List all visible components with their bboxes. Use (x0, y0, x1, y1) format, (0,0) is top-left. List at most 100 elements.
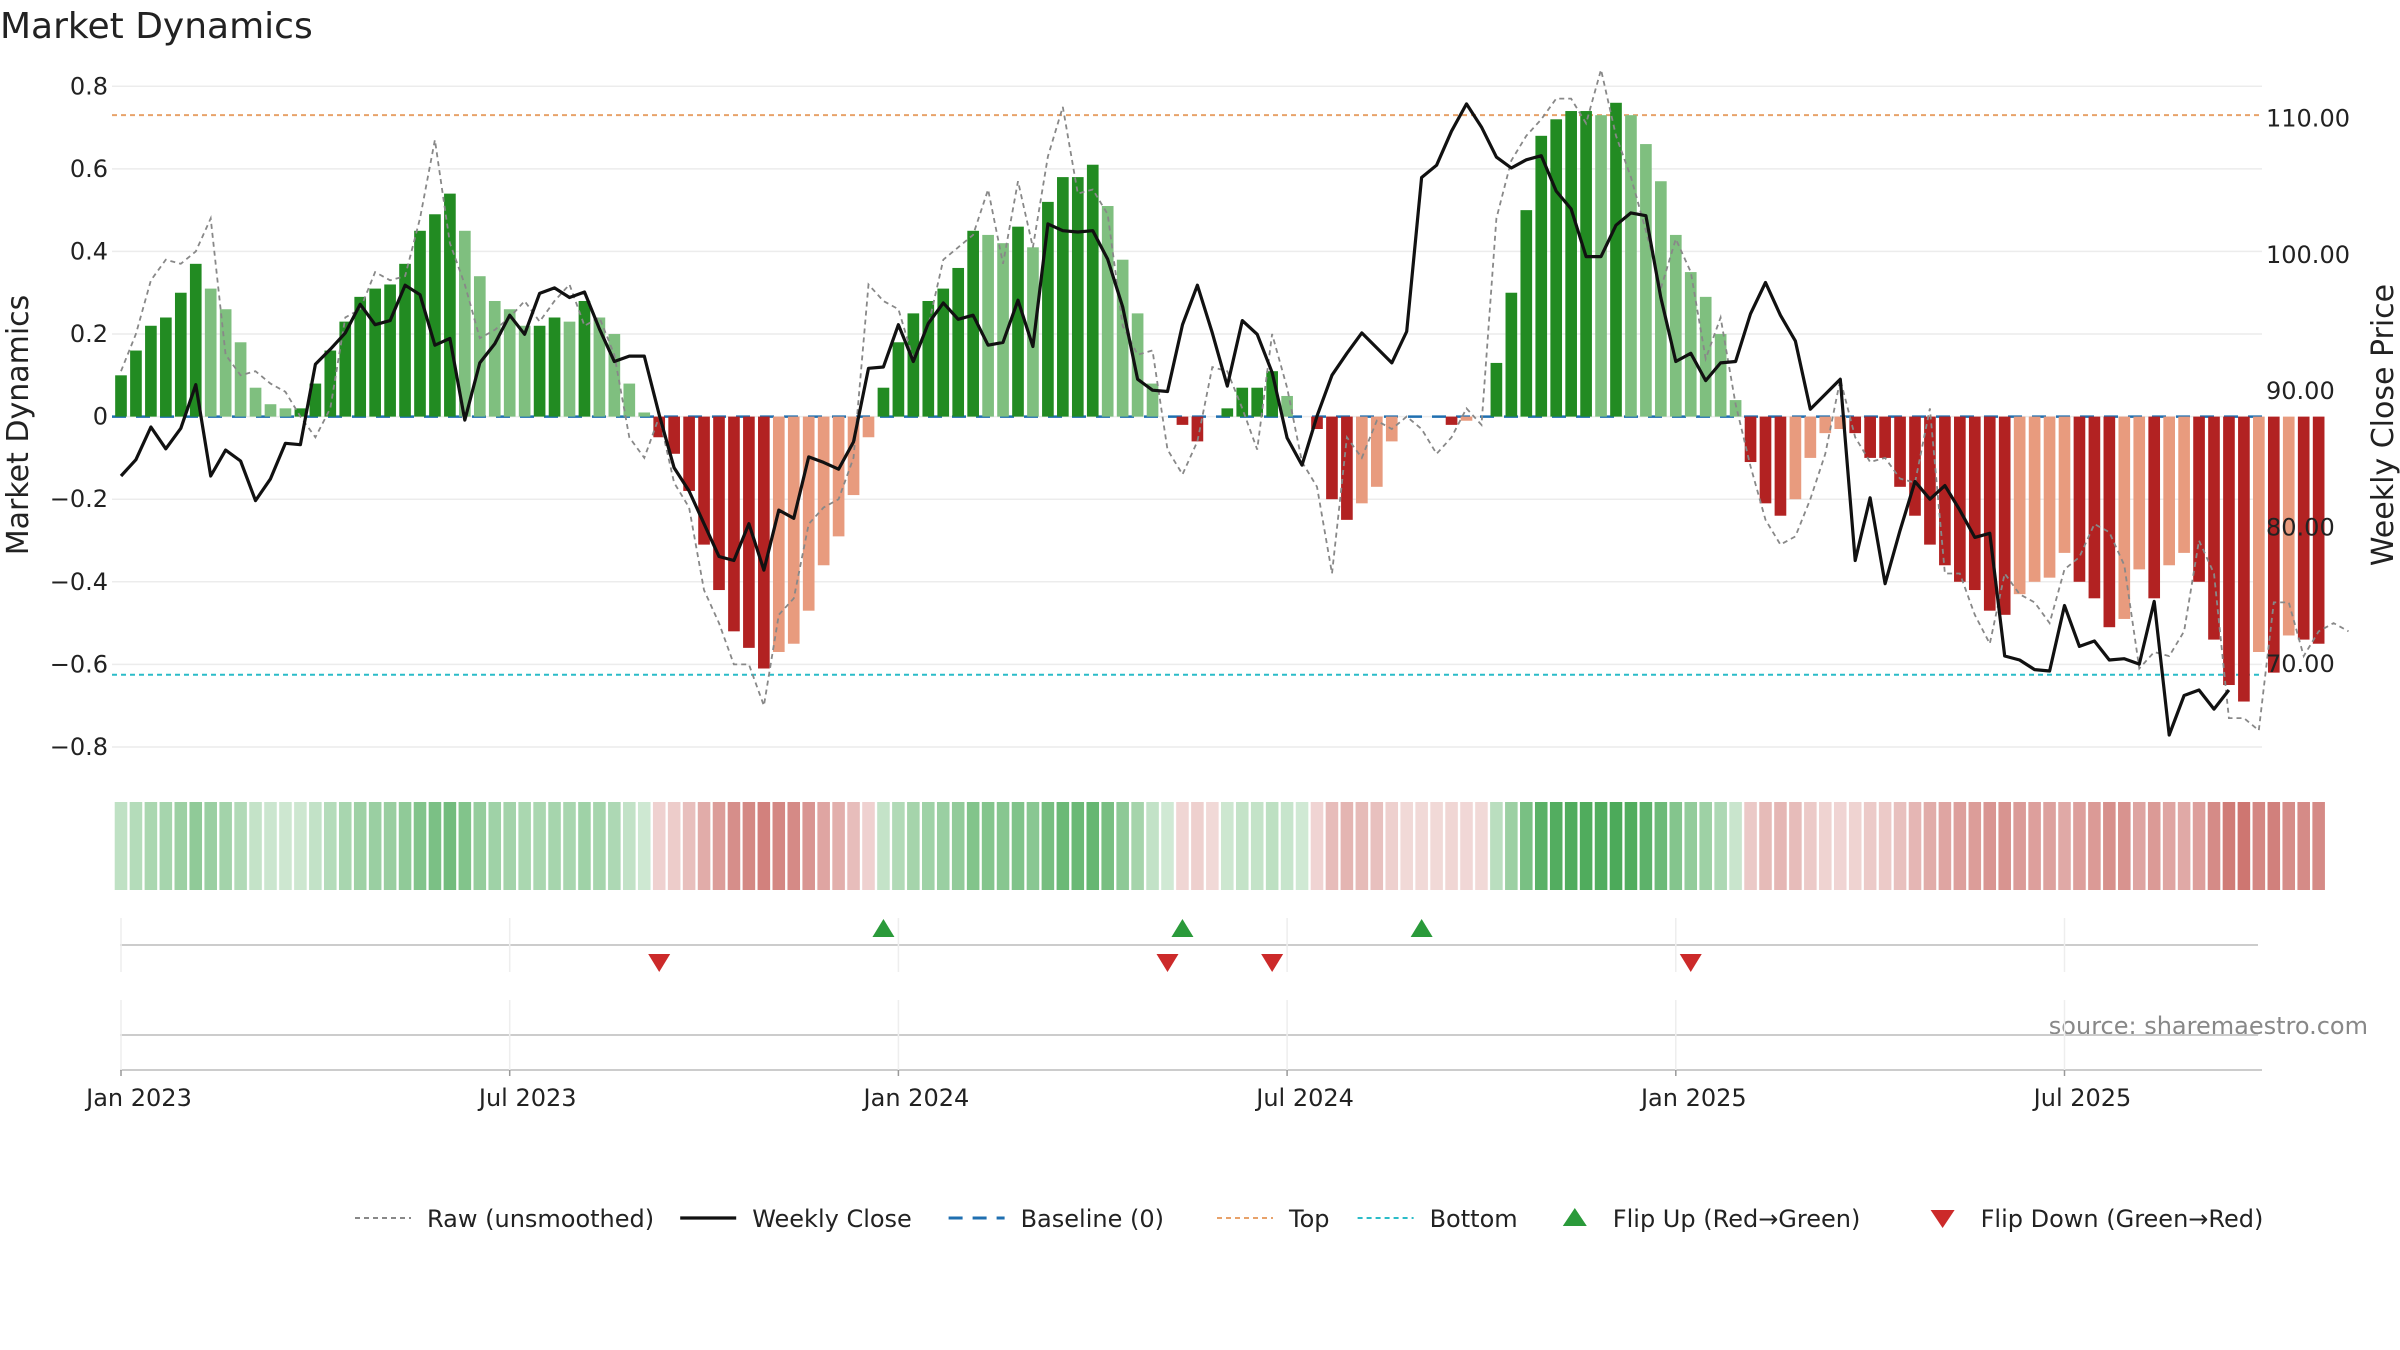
y2-tick-label: 100.00 (2266, 241, 2350, 269)
regime-cell (682, 802, 696, 890)
regime-cell (862, 802, 875, 890)
legend-item: Bottom (1357, 1205, 1518, 1233)
regime-cell (1624, 802, 1638, 890)
dynamics-bar (1012, 226, 1024, 417)
dynamics-bar (1864, 416, 1876, 458)
regime-cell (1026, 802, 1040, 890)
dynamics-bar (2043, 416, 2056, 578)
dynamics-bar (638, 412, 651, 417)
x-tick-label: Jul 2023 (477, 1084, 577, 1112)
regime-cell (1370, 802, 1384, 890)
dynamics-bar (1086, 164, 1099, 417)
dynamics-bar (1057, 177, 1069, 417)
regime-cell (129, 802, 143, 890)
regime-cell (1639, 802, 1653, 890)
dynamics-bar (429, 214, 441, 417)
regime-cell (533, 802, 546, 890)
dynamics-bar (1490, 362, 1503, 417)
dynamics-bar (130, 350, 142, 417)
dynamics-bar (1789, 416, 1802, 500)
regime-cell (1983, 802, 1997, 890)
y-tick-label: −0.4 (50, 568, 108, 596)
regime-cell (413, 802, 427, 890)
x-tick-label: Jul 2025 (2032, 1084, 2132, 1112)
dynamics-bar (743, 416, 755, 648)
dynamics-bar (683, 416, 695, 491)
regime-cell (443, 802, 457, 890)
regime-cell (548, 802, 561, 890)
dynamics-bar (2223, 416, 2235, 686)
regime-cell (1520, 802, 1533, 890)
regime-cell (1460, 802, 1473, 890)
regime-cell (144, 802, 158, 890)
regime-cell (877, 802, 890, 890)
regime-cell (817, 802, 830, 890)
dynamics-bar (1116, 259, 1129, 417)
regime-cell (847, 802, 860, 890)
dynamics-bar (1684, 272, 1697, 417)
dynamics-bar (1460, 416, 1473, 421)
dynamics-bar (2163, 416, 2175, 566)
dynamics-bar (2297, 416, 2310, 640)
weekly-close-line (119, 102, 2231, 737)
dynamics-bar (1520, 210, 1533, 417)
dynamics-bar (2193, 416, 2205, 582)
regime-cell (1774, 802, 1787, 890)
dynamics-bar (1610, 102, 1622, 417)
regime-cell (2177, 802, 2191, 890)
regime-cell (383, 802, 397, 890)
regime-cell (1789, 802, 1802, 890)
regime-cell (1699, 802, 1712, 890)
dynamics-bar (174, 292, 187, 417)
legend-label: Bottom (1430, 1205, 1518, 1233)
dynamics-bar (1326, 416, 1338, 500)
regime-cell (324, 802, 337, 890)
regime-cell (1191, 802, 1204, 890)
dynamics-bar (234, 342, 247, 417)
dynamics-bar (892, 342, 905, 417)
dynamics-bar (1759, 416, 1772, 504)
regime-cell (2088, 802, 2101, 890)
dynamics-bar (1849, 416, 1862, 434)
dynamics-bar (608, 334, 621, 417)
y2-axis-title: Weekly Close Price (2366, 284, 2400, 566)
regime-cell (1534, 802, 1548, 890)
regime-cell (1594, 802, 1608, 890)
regime-cell (219, 802, 232, 890)
dynamics-bar (907, 313, 920, 417)
dynamics-bar (1729, 400, 1742, 417)
regime-cell (1325, 802, 1339, 890)
regime-cell (2118, 802, 2131, 890)
regime-cell (966, 802, 980, 890)
y-tick-label: 0.8 (70, 72, 108, 100)
dynamics-bar (324, 350, 337, 417)
regime-cell (1206, 802, 1219, 890)
flip-down-marker (1261, 954, 1284, 972)
regime-cell (2043, 802, 2056, 890)
dynamics-bar (459, 230, 471, 417)
regime-cell (2252, 802, 2266, 890)
regime-cell (1430, 802, 1443, 890)
y-tick-label: 0.4 (70, 237, 108, 265)
regime-cell (712, 802, 726, 890)
regime-cell (1385, 802, 1399, 890)
regime-cell (1923, 802, 1937, 890)
regime-cell (1056, 802, 1070, 890)
dynamics-bar (1266, 371, 1278, 417)
dynamics-bar (384, 284, 396, 417)
legend-swatch (1930, 1210, 1955, 1228)
dynamics-bar (1924, 416, 1936, 545)
regime-cell (1654, 802, 1668, 890)
regime-cell (1684, 802, 1698, 890)
dynamics-bar (922, 300, 935, 417)
y-tick-label: −0.8 (50, 733, 108, 761)
dynamics-bar (1550, 119, 1563, 417)
regime-cell (398, 802, 412, 890)
regime-cell (1863, 802, 1877, 890)
dynamics-bar (204, 288, 217, 417)
regime-cell (1340, 802, 1354, 890)
dynamics-bar (1445, 416, 1458, 425)
dynamics-bar (264, 404, 277, 417)
dynamics-bar (1595, 115, 1607, 417)
regime-cell (1968, 802, 1982, 890)
